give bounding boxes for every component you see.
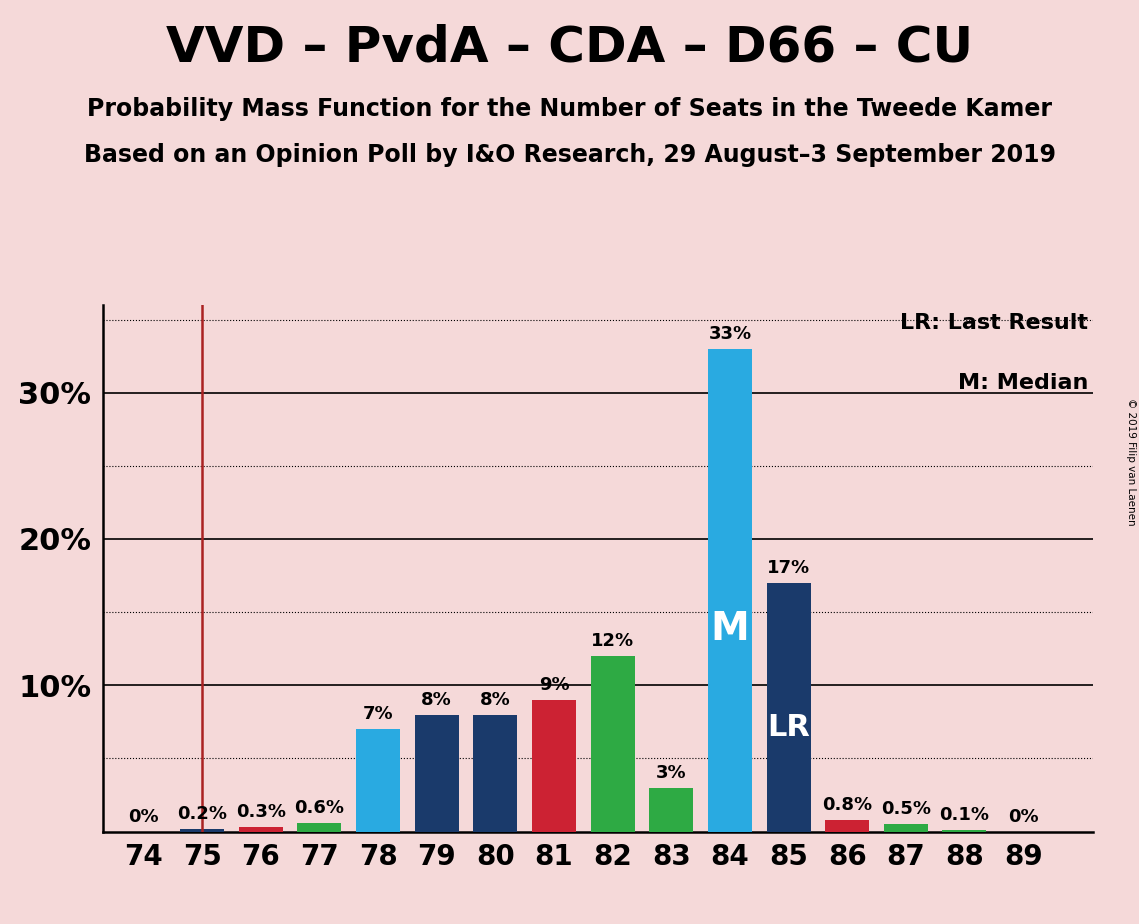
Text: 33%: 33%: [708, 325, 752, 343]
Text: 0%: 0%: [1008, 808, 1039, 826]
Bar: [825, 820, 869, 832]
Bar: [474, 714, 517, 832]
Text: © 2019 Filip van Laenen: © 2019 Filip van Laenen: [1126, 398, 1136, 526]
Text: LR: LR: [767, 712, 810, 742]
Text: 3%: 3%: [656, 764, 687, 782]
Text: 12%: 12%: [591, 632, 634, 650]
Text: Based on an Opinion Poll by I&O Research, 29 August–3 September 2019: Based on an Opinion Poll by I&O Research…: [83, 143, 1056, 167]
Text: 7%: 7%: [363, 705, 393, 723]
Bar: [532, 700, 576, 832]
Bar: [415, 714, 459, 832]
Text: 0.6%: 0.6%: [295, 799, 344, 817]
Text: 0.5%: 0.5%: [880, 800, 931, 819]
Bar: [239, 827, 282, 832]
Bar: [942, 830, 986, 832]
Text: M: M: [711, 610, 749, 648]
Text: LR: Last Result: LR: Last Result: [901, 313, 1089, 333]
Bar: [708, 349, 752, 832]
Text: 17%: 17%: [767, 559, 810, 577]
Text: 0.1%: 0.1%: [940, 807, 990, 824]
Bar: [591, 656, 634, 832]
Bar: [649, 787, 694, 832]
Text: 8%: 8%: [421, 691, 452, 709]
Text: 8%: 8%: [480, 691, 510, 709]
Text: 9%: 9%: [539, 676, 570, 694]
Text: 0.2%: 0.2%: [178, 805, 227, 822]
Bar: [180, 829, 224, 832]
Text: 0.3%: 0.3%: [236, 803, 286, 821]
Text: 0.8%: 0.8%: [822, 796, 872, 814]
Text: M: Median: M: Median: [958, 373, 1089, 394]
Text: VVD – PvdA – CDA – D66 – CU: VVD – PvdA – CDA – D66 – CU: [166, 23, 973, 71]
Bar: [767, 583, 811, 832]
Bar: [884, 824, 928, 832]
Bar: [357, 729, 400, 832]
Text: 0%: 0%: [129, 808, 158, 826]
Bar: [297, 822, 342, 832]
Text: Probability Mass Function for the Number of Seats in the Tweede Kamer: Probability Mass Function for the Number…: [87, 97, 1052, 121]
